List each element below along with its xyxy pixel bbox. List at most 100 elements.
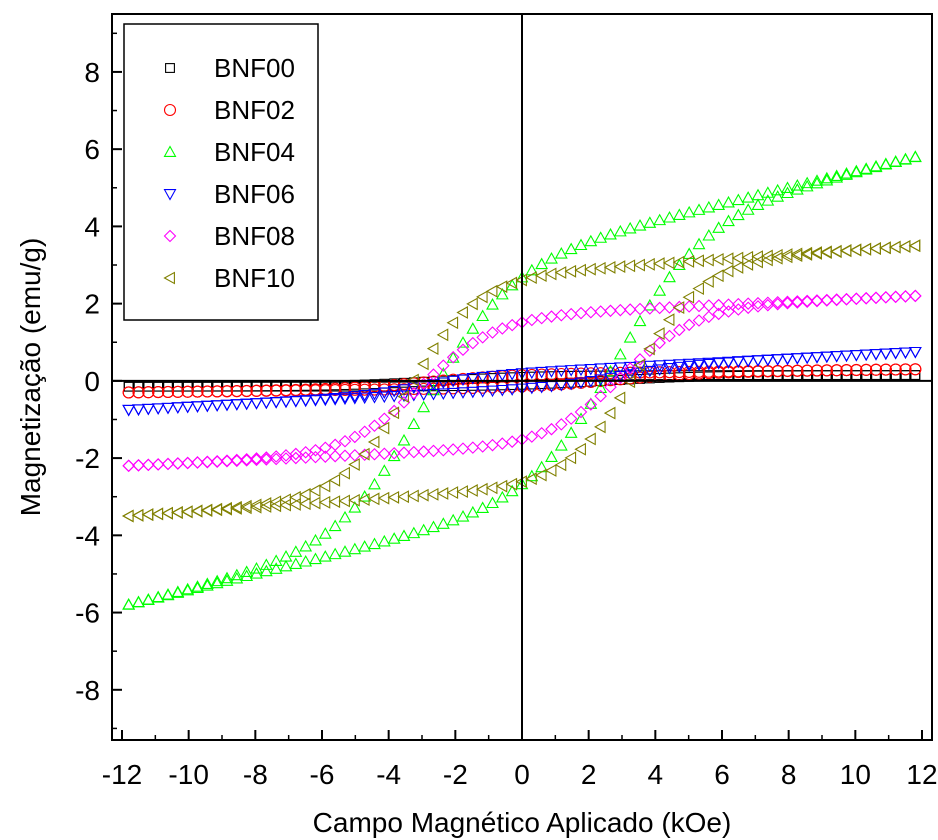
data-point xyxy=(368,419,381,433)
data-point xyxy=(702,310,716,324)
y-tick-label: -8 xyxy=(75,675,100,706)
data-point xyxy=(771,354,785,366)
data-point xyxy=(751,255,763,269)
data-point xyxy=(427,520,440,533)
data-point xyxy=(358,425,371,439)
data-point xyxy=(525,430,539,443)
data-point xyxy=(869,349,883,361)
data-point xyxy=(554,438,568,451)
data-point xyxy=(299,487,311,501)
data-point xyxy=(151,591,165,603)
data-point xyxy=(269,450,283,463)
data-point xyxy=(210,400,224,412)
data-point xyxy=(397,490,409,504)
data-point xyxy=(495,384,509,397)
data-point xyxy=(141,403,155,416)
data-point xyxy=(131,508,144,522)
data-point xyxy=(143,381,154,392)
data-point xyxy=(348,458,360,471)
data-point xyxy=(751,296,765,310)
data-point xyxy=(800,179,814,192)
data-point xyxy=(210,574,224,587)
data-point xyxy=(358,447,370,461)
data-point xyxy=(900,370,911,381)
data-point xyxy=(348,430,362,444)
data-point xyxy=(241,381,252,392)
data-point xyxy=(378,412,391,426)
data-point xyxy=(820,351,834,364)
data-point xyxy=(437,359,450,372)
data-point xyxy=(908,150,922,163)
data-point xyxy=(879,157,893,170)
data-point xyxy=(869,363,883,376)
data-point xyxy=(761,194,775,206)
data-point xyxy=(859,292,873,305)
data-point xyxy=(545,366,558,378)
data-point xyxy=(269,499,282,513)
data-point xyxy=(417,357,429,371)
data-point xyxy=(279,449,293,462)
data-point xyxy=(279,396,293,408)
data-point xyxy=(505,435,519,448)
data-point xyxy=(191,580,204,592)
data-point xyxy=(486,385,499,398)
data-point xyxy=(299,395,313,407)
legend-label: BNF06 xyxy=(214,179,295,209)
data-point xyxy=(673,323,686,337)
data-point xyxy=(574,364,588,377)
data-point xyxy=(594,381,608,393)
x-tick-label: -12 xyxy=(102,759,142,790)
data-point xyxy=(191,401,204,413)
data-point xyxy=(672,258,686,271)
data-point xyxy=(132,595,145,608)
data-point xyxy=(898,239,911,253)
data-point xyxy=(879,348,893,361)
data-point xyxy=(210,400,224,412)
data-point xyxy=(181,385,194,398)
data-point xyxy=(731,356,745,369)
data-point xyxy=(260,384,273,397)
data-point xyxy=(613,347,627,360)
data-point xyxy=(792,370,803,381)
data-point xyxy=(682,205,696,218)
data-point xyxy=(672,359,686,371)
data-point xyxy=(810,247,822,260)
data-point xyxy=(142,458,155,472)
data-point xyxy=(407,386,421,400)
data-point xyxy=(397,433,411,446)
data-point xyxy=(633,219,647,231)
data-point xyxy=(171,402,185,414)
data-point xyxy=(682,318,696,332)
series-bnf04 xyxy=(122,150,922,610)
data-point xyxy=(407,417,421,430)
legend-marker xyxy=(163,145,177,157)
data-point xyxy=(584,234,598,247)
data-point xyxy=(554,266,567,279)
data-point xyxy=(851,370,862,381)
data-point xyxy=(308,496,321,510)
legend-label: BNF00 xyxy=(214,53,295,83)
y-axis-title: Magnetização (emu/g) xyxy=(15,238,46,517)
data-point xyxy=(446,387,460,400)
data-point xyxy=(525,469,539,482)
data-point xyxy=(771,296,784,309)
data-point xyxy=(456,343,470,357)
data-point xyxy=(732,297,745,311)
data-point xyxy=(584,305,598,319)
data-point xyxy=(772,370,783,381)
data-point xyxy=(397,529,411,542)
data-point xyxy=(407,445,421,459)
data-point xyxy=(643,257,655,271)
data-point xyxy=(436,328,449,342)
data-point xyxy=(623,259,636,273)
data-point xyxy=(171,385,184,398)
data-point xyxy=(909,363,922,376)
data-point xyxy=(446,351,460,363)
data-point xyxy=(899,152,912,165)
data-point xyxy=(309,450,322,464)
data-point xyxy=(741,297,755,310)
data-point xyxy=(387,391,401,403)
data-point xyxy=(614,303,627,317)
data-point xyxy=(800,352,814,365)
